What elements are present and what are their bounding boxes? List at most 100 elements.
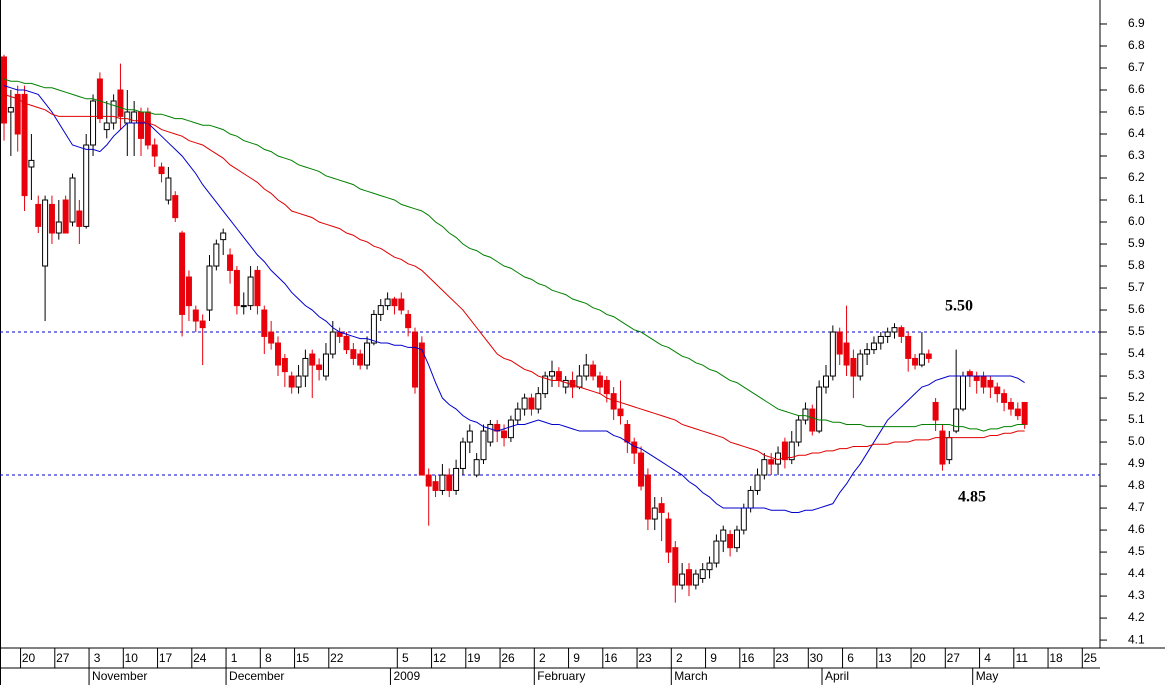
- candle-body: [946, 437, 953, 461]
- x-tick-label: 24: [193, 651, 207, 665]
- candle-body: [364, 342, 371, 366]
- x-tick-label: 16: [741, 651, 755, 665]
- month-label: February: [537, 669, 585, 683]
- candle-body: [192, 309, 199, 322]
- candle-body: [185, 276, 192, 307]
- x-tick-label: 10: [125, 651, 139, 665]
- candle-body: [590, 364, 597, 377]
- candle-body: [151, 144, 158, 157]
- y-tick-label: 6.4: [1128, 126, 1145, 140]
- candle-body: [747, 489, 754, 509]
- candle-body: [918, 353, 925, 366]
- y-tick-label: 4.9: [1128, 456, 1145, 470]
- month-label: November: [92, 669, 147, 683]
- candle-body: [117, 89, 124, 117]
- candle-body: [542, 375, 549, 395]
- candle-body: [76, 210, 83, 227]
- candle-body: [1014, 408, 1021, 417]
- candle-body: [864, 349, 871, 355]
- candle-body: [83, 144, 90, 227]
- x-tick-label: 4: [984, 651, 991, 665]
- y-tick-label: 4.2: [1128, 610, 1145, 624]
- month-label: April: [825, 669, 849, 683]
- candle-body: [960, 375, 966, 410]
- candle-body: [953, 408, 960, 432]
- candle-body: [973, 375, 980, 381]
- candle-body: [473, 459, 480, 476]
- y-tick-label: 6.6: [1128, 82, 1145, 96]
- candle-body: [357, 353, 364, 366]
- candle-body: [733, 529, 740, 549]
- candle-body: [370, 313, 377, 344]
- candle-body: [62, 199, 69, 234]
- candle-body: [165, 177, 172, 201]
- x-tick-label: 17: [159, 651, 173, 665]
- candle-body: [281, 357, 288, 373]
- candle-body: [610, 393, 617, 410]
- candle-body: [391, 298, 398, 307]
- y-tick-label: 4.6: [1128, 522, 1145, 536]
- y-tick-label: 5.0: [1128, 434, 1145, 448]
- candle-body: [446, 474, 453, 491]
- candle-body: [775, 452, 782, 465]
- candle-body: [144, 111, 151, 146]
- month-label: 2009: [393, 669, 420, 683]
- candle-body: [28, 159, 35, 168]
- reference-label: 4.85: [958, 489, 986, 506]
- candle-body: [987, 379, 994, 388]
- candle-body: [247, 276, 254, 307]
- month-label: December: [229, 669, 284, 683]
- candle-body: [665, 518, 672, 553]
- candle-body: [843, 342, 850, 366]
- candle-body: [179, 232, 186, 315]
- candle-body: [233, 269, 240, 307]
- candle-body: [829, 331, 836, 377]
- candle-body: [377, 305, 384, 315]
- candle-body: [418, 342, 425, 476]
- reference-label: 5.50: [945, 298, 973, 315]
- x-tick-label: 2: [676, 651, 683, 665]
- candle-body: [507, 419, 514, 439]
- candle-body: [261, 309, 268, 337]
- candle-body: [343, 335, 350, 351]
- candle-body: [412, 331, 418, 388]
- candle-body: [795, 419, 802, 443]
- x-tick-label: 13: [878, 651, 892, 665]
- candle-body: [240, 305, 247, 308]
- y-tick-label: 4.8: [1128, 478, 1145, 492]
- candle-body: [275, 342, 281, 366]
- x-tick-label: 1: [231, 651, 238, 665]
- average-line: [3, 93, 1025, 461]
- candle-body: [891, 327, 898, 333]
- candle-body: [713, 540, 720, 564]
- candle-body: [425, 474, 432, 487]
- average-line: [3, 85, 1025, 513]
- candle-body: [103, 122, 110, 131]
- candle-body: [501, 430, 508, 439]
- x-tick-label: 6: [847, 651, 854, 665]
- x-tick-label: 11: [1016, 651, 1029, 665]
- candle-body: [980, 375, 987, 388]
- candle-body: [268, 331, 275, 344]
- y-tick-label: 6.1: [1128, 192, 1145, 206]
- candle-body: [439, 474, 446, 491]
- candle-body: [206, 265, 213, 311]
- y-tick-label: 6.9: [1128, 16, 1145, 30]
- candle-body: [672, 547, 679, 586]
- y-tick-label: 6.7: [1128, 60, 1145, 74]
- y-tick-label: 4.7: [1128, 500, 1145, 514]
- candle-body: [35, 203, 42, 227]
- candle-body: [576, 375, 583, 388]
- candle-body: [398, 298, 405, 311]
- candle-body: [295, 375, 302, 388]
- candle-body: [966, 371, 973, 377]
- candle-body: [603, 379, 610, 395]
- y-tick-label: 5.5: [1128, 324, 1145, 338]
- candle-body: [316, 364, 323, 370]
- candle-body: [781, 441, 788, 461]
- candle-body: [254, 269, 261, 307]
- candle-body: [857, 353, 864, 377]
- candle-body: [329, 331, 336, 355]
- y-tick-label: 4.3: [1128, 588, 1145, 602]
